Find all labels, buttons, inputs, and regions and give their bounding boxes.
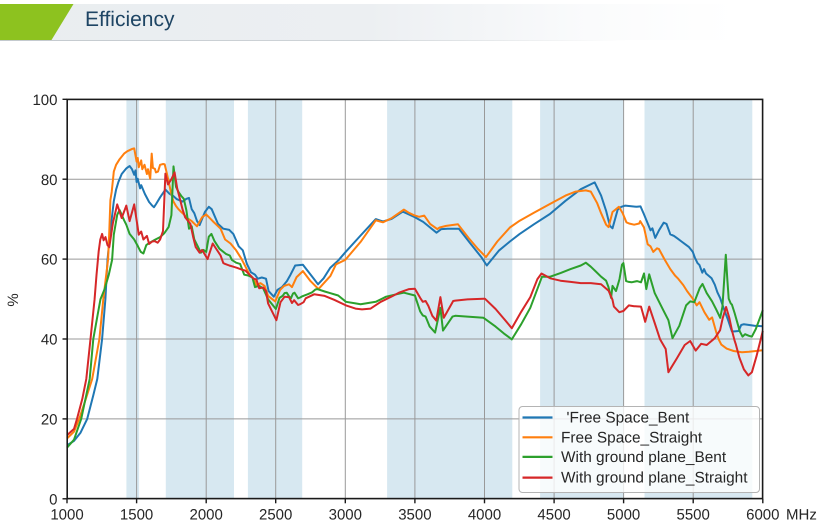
svg-text:4000: 4000 [468, 507, 501, 524]
svg-text:MHz: MHz [786, 507, 817, 524]
svg-text:%: % [5, 293, 22, 306]
svg-text:5500: 5500 [677, 507, 710, 524]
svg-text:80: 80 [41, 172, 58, 189]
svg-text:With ground plane_Bent: With ground plane_Bent [561, 449, 727, 466]
svg-text:60: 60 [41, 252, 58, 269]
svg-text:2500: 2500 [259, 507, 292, 524]
svg-text:20: 20 [41, 412, 58, 429]
svg-text:1000: 1000 [50, 507, 83, 524]
svg-text:2000: 2000 [190, 507, 223, 524]
svg-text:With ground plane_Straight: With ground plane_Straight [561, 470, 748, 487]
svg-text:1500: 1500 [120, 507, 153, 524]
svg-text:0: 0 [49, 491, 57, 508]
svg-text:ʹFree Space_Bent: ʹFree Space_Bent [567, 410, 690, 427]
svg-text:3500: 3500 [398, 507, 431, 524]
svg-text:100: 100 [32, 92, 57, 109]
svg-text:5000: 5000 [607, 507, 640, 524]
svg-text:Free Space_Straight: Free Space_Straight [561, 429, 703, 446]
svg-text:40: 40 [41, 332, 58, 349]
svg-text:4500: 4500 [537, 507, 570, 524]
svg-text:3000: 3000 [329, 507, 362, 524]
svg-text:6000: 6000 [746, 507, 779, 524]
